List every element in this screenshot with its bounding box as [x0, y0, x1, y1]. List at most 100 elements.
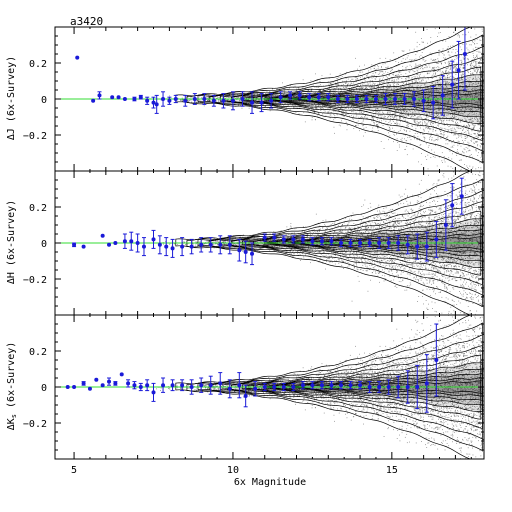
- field-star: [318, 86, 320, 88]
- field-star: [426, 123, 427, 125]
- field-star: [440, 82, 442, 84]
- field-star: [385, 71, 386, 73]
- field-star: [401, 114, 403, 115]
- field-star: [353, 102, 355, 104]
- field-star: [481, 83, 483, 85]
- field-star: [463, 141, 464, 143]
- field-star: [417, 104, 419, 106]
- field-star: [389, 85, 391, 87]
- field-star: [464, 164, 465, 165]
- field-star: [448, 54, 450, 56]
- field-star: [481, 149, 483, 150]
- field-star: [382, 86, 384, 88]
- field-star: [469, 155, 471, 157]
- field-star: [412, 148, 414, 150]
- field-star: [375, 105, 377, 107]
- field-star: [440, 103, 441, 105]
- field-star: [400, 114, 402, 116]
- field-star: [379, 120, 380, 122]
- field-star: [418, 91, 420, 93]
- field-star: [477, 69, 478, 71]
- field-star: [430, 103, 432, 105]
- field-star: [472, 156, 474, 158]
- field-star: [343, 109, 345, 111]
- field-star: [455, 153, 457, 155]
- field-star: [459, 102, 461, 104]
- field-star: [343, 87, 345, 89]
- field-star: [436, 133, 438, 135]
- field-star: [329, 106, 331, 108]
- field-star: [440, 137, 442, 139]
- field-star: [374, 106, 375, 108]
- field-star: [349, 80, 351, 82]
- field-star: [462, 119, 463, 120]
- field-star: [461, 104, 463, 106]
- field-star: [416, 91, 418, 93]
- field-star: [361, 117, 363, 118]
- field-star: [468, 124, 469, 125]
- field-star: [279, 92, 281, 94]
- field-star: [239, 100, 240, 102]
- field-star: [447, 75, 449, 76]
- field-star: [279, 103, 281, 105]
- field-star: [397, 73, 399, 75]
- field-star: [378, 89, 379, 90]
- field-star: [415, 121, 417, 123]
- field-star: [400, 95, 402, 97]
- field-star: [237, 97, 239, 99]
- field-star: [293, 106, 295, 107]
- field-star: [328, 83, 330, 85]
- field-star: [379, 83, 380, 85]
- field-star: [453, 134, 455, 136]
- field-star: [181, 97, 183, 99]
- field-star: [237, 104, 239, 106]
- field-star: [439, 92, 441, 94]
- field-star: [360, 109, 361, 110]
- field-star: [418, 105, 420, 107]
- field-star: [353, 82, 355, 84]
- field-star: [401, 50, 403, 52]
- field-star: [451, 110, 453, 112]
- field-star: [329, 93, 331, 95]
- field-star: [454, 112, 456, 114]
- field-star: [399, 71, 401, 73]
- field-star: [459, 66, 461, 68]
- field-star: [460, 100, 462, 102]
- field-star: [367, 84, 369, 86]
- field-star: [436, 101, 437, 103]
- field-star: [455, 134, 457, 136]
- field-star: [415, 93, 416, 94]
- field-star: [256, 105, 258, 107]
- field-star: [414, 83, 416, 85]
- field-star: [408, 122, 410, 124]
- field-star: [387, 99, 389, 100]
- field-star: [475, 168, 477, 170]
- field-star: [329, 86, 331, 88]
- field-star: [426, 128, 428, 130]
- field-star: [470, 112, 472, 114]
- field-star: [365, 78, 366, 80]
- field-star: [418, 97, 420, 98]
- field-star: [437, 98, 438, 99]
- field-star: [392, 69, 393, 71]
- field-star: [315, 100, 317, 101]
- field-star: [471, 99, 473, 101]
- field-star: [458, 103, 459, 105]
- field-star: [414, 125, 416, 127]
- field-star: [443, 131, 445, 133]
- field-star: [446, 77, 448, 78]
- field-star: [454, 101, 456, 103]
- field-star: [299, 89, 301, 91]
- field-star: [312, 109, 314, 111]
- field-star: [463, 95, 465, 97]
- field-star: [472, 117, 473, 119]
- field-star: [241, 95, 243, 97]
- field-star: [362, 88, 364, 89]
- field-star: [463, 100, 465, 102]
- field-star: [439, 78, 441, 79]
- field-star: [437, 66, 439, 68]
- field-star: [479, 72, 480, 74]
- field-star: [341, 112, 343, 114]
- field-star: [393, 91, 395, 92]
- field-star: [463, 80, 465, 82]
